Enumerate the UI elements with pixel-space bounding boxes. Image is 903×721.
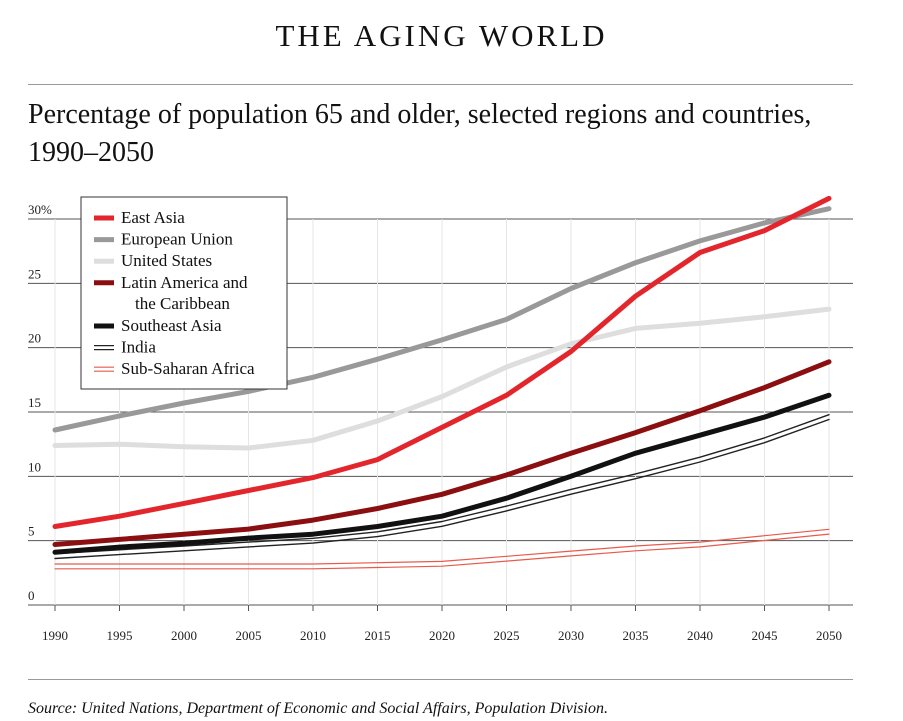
legend-box [80,196,288,390]
y-tick-label: 15 [28,395,41,410]
y-tick-label: 30% [28,202,52,217]
series-lines [52,195,832,570]
bottom-divider [28,679,853,680]
x-tick-label: 2020 [429,628,455,643]
latin-america-and-the-caribbean-line [52,359,832,547]
y-axis-labels: 0 5 10 15 20 25 30% [28,202,52,603]
x-tick-label: 2010 [300,628,326,643]
subtitle-line-2: 1990–2050 [28,137,154,168]
legend-label: East Asia [121,208,185,227]
southeast-asia-line [52,392,832,555]
x-tick-label: 1990 [42,628,68,643]
x-tick-label: 2015 [365,628,391,643]
india-line-1 [54,414,830,555]
x-axis-labels: 1990 1995 2000 2005 2010 2015 2020 2025 2030 2035… [42,605,842,643]
legend-label: European Union [121,230,233,249]
x-tick-label: 1995 [107,628,133,643]
y-tick-label: 10 [28,459,41,474]
x-tick-label: 2030 [558,628,584,643]
legend: East Asia European Union United States Lati… [80,196,288,390]
y-tick-label: 5 [28,524,35,539]
sub-saharan-africa-line-2 [54,533,830,570]
east-asia-line [52,195,832,529]
y-tick-label: 0 [28,588,35,603]
legend-label: United States [121,251,212,270]
x-tick-label: 2000 [171,628,197,643]
x-tick-label: 2005 [236,628,262,643]
x-tick-label: 2045 [752,628,778,643]
india-line-2 [54,418,830,560]
european-union-line [52,206,832,433]
legend-label: the Caribbean [135,294,230,313]
subtitle-line-1: Percentage of population 65 and older, s… [28,99,812,130]
x-tick-label: 2050 [816,628,842,643]
y-tick-label: 20 [28,331,41,346]
chart-subtitle: Percentage of population 65 and older, s… [28,96,868,172]
legend-label: Latin America and [121,273,248,292]
legend-label: Southeast Asia [121,316,222,335]
x-tick-label: 2040 [687,628,713,643]
source-note: Source: United Nations, Department of Ec… [28,700,608,717]
chart-title: THE AGING WORLD [275,18,608,53]
united-states-line [52,306,832,451]
legend-label: India [121,338,156,357]
x-tick-label: 2025 [494,628,520,643]
y-tick-label: 25 [28,266,41,281]
top-divider [28,84,853,85]
x-tick-label: 2035 [623,628,649,643]
legend-label: Sub-Saharan Africa [121,359,255,378]
sub-saharan-africa-line-1 [54,528,830,565]
